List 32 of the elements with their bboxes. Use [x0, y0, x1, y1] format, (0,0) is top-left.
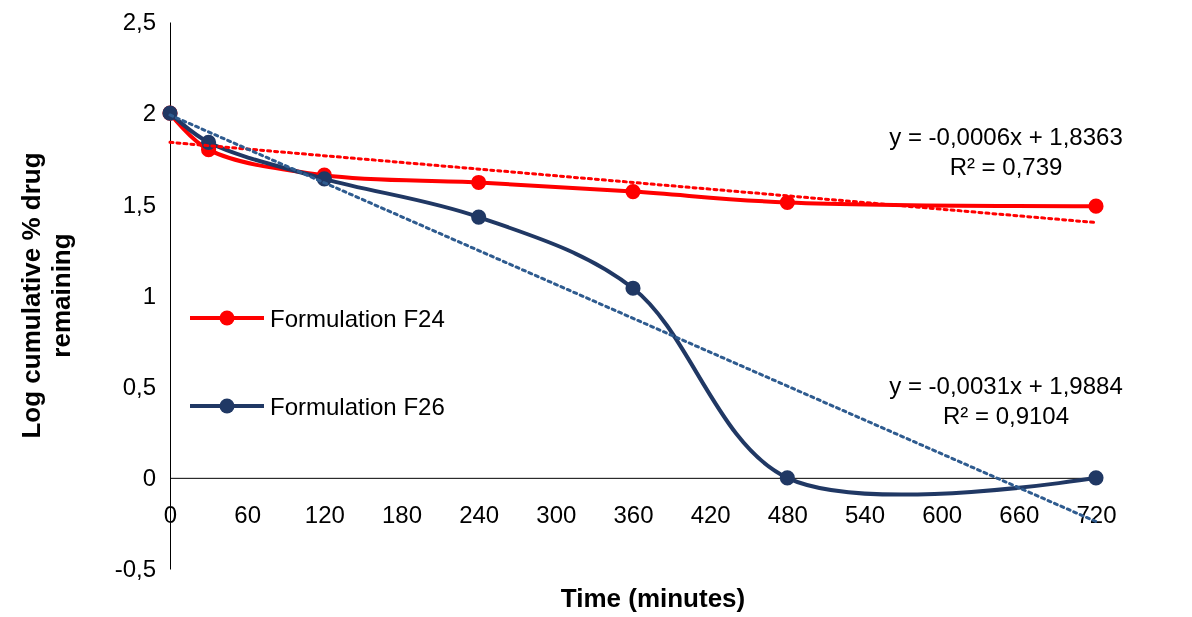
x-tick-label: 600: [922, 500, 963, 528]
x-tick-label: 540: [844, 500, 886, 528]
y-tick-label: 0: [142, 464, 156, 492]
x-tick-label: 120: [304, 500, 345, 528]
x-tick-label: 660: [999, 500, 1040, 528]
y-axis-title: Log cumulative % drug remaining: [16, 152, 76, 439]
annotation: y = -0,0031x + 1,9884 R² = 0,9104: [889, 372, 1123, 429]
legend-label: Formulation F24: [270, 305, 445, 332]
x-tick-label: 360: [613, 500, 654, 528]
y-tick-label: 2,5: [122, 8, 156, 36]
y-tick-label: 1,5: [122, 190, 156, 218]
point: [779, 470, 795, 486]
point: [471, 209, 487, 225]
x-tick-label: 180: [381, 500, 423, 528]
x-tick-label: 480: [767, 500, 808, 528]
x-tick-label: 300: [536, 500, 577, 528]
point: [779, 194, 795, 211]
x-axis-title: Time (minutes): [560, 583, 746, 613]
annotation: y = -0,0006x + 1,8363 R² = 0,739: [889, 123, 1123, 180]
point: [471, 174, 487, 191]
x-tick-label: 420: [690, 500, 731, 528]
point: [1088, 470, 1104, 486]
x-tick-label: 60: [234, 500, 262, 528]
y-tick-label: 1: [142, 281, 156, 309]
point: [625, 280, 641, 296]
legend-label: Formulation F26: [270, 393, 445, 420]
point: [625, 184, 641, 200]
y-tick-label: -0,5: [114, 555, 156, 583]
x-tick-label: 240: [459, 500, 500, 528]
y-tick-label: 0,5: [122, 372, 156, 400]
y-tick-label: 2: [142, 99, 156, 127]
point: [1088, 198, 1104, 214]
